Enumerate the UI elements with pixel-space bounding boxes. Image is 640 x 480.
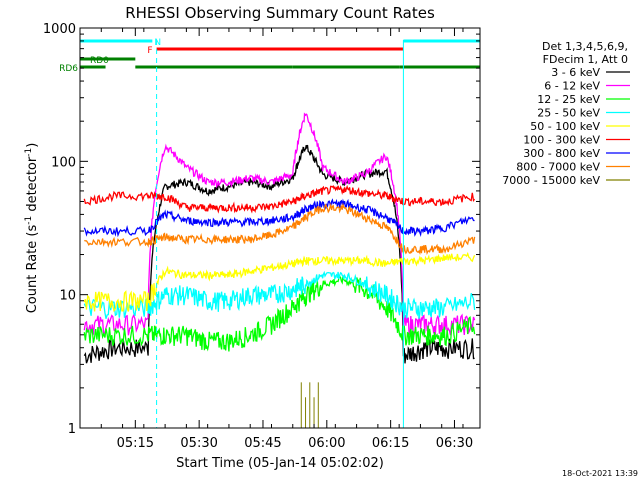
x-tick-label-1: 05:30 [180,436,217,451]
series-line-1 [83,112,476,338]
series-line-4 [83,251,476,313]
legend-label-1: 6 - 12 keV [544,80,600,93]
flag-label-F: F [147,46,152,56]
legend-label-3: 25 - 50 keV [537,107,600,120]
legend-label-8: 7000 - 15000 keV [502,174,600,187]
legend-label-6: 300 - 800 keV [523,147,600,160]
legend-label-7: 800 - 7000 keV [516,161,600,174]
flag-label-RD0: RD0 [90,56,109,66]
chart-title: RHESSI Observing Summary Count Rates [125,4,435,22]
x-tick-label-5: 06:30 [436,436,473,451]
legend-header-1: FDecim 1, Att 0 [543,53,628,66]
y-label-exp-1: -1 [24,216,34,225]
y-axis-ticks: 1 10 100 1000 [43,22,480,437]
y-label-exp-2: -1 [24,148,34,157]
x-tick-label-3: 06:00 [308,436,345,451]
y-tick-label-3: 1000 [43,22,76,37]
legend-label-4: 50 - 100 keV [530,120,600,133]
timestamp: 18-Oct-2021 13:39 [562,469,638,478]
y-label-part-a: Count Rate (s [25,225,40,314]
flag-label-N: N [154,38,161,48]
y-tick-label-2: 100 [51,155,76,170]
legend-label-2: 12 - 25 keV [537,93,600,106]
x-tick-label-0: 05:15 [117,436,154,451]
y-tick-label-0: 1 [68,422,76,437]
legend-label-5: 100 - 300 keV [523,134,600,147]
x-axis-label: Start Time (05-Jan-14 05:02:02) [176,456,384,471]
flag-bars: NF RD6 RD0 [59,38,480,74]
series-line-7 [84,202,476,256]
series-line-3 [83,270,476,319]
legend-label-0: 3 - 6 keV [551,66,600,79]
y-label-part-e: ) [25,143,40,148]
y-tick-label-1: 10 [59,289,76,304]
x-tick-label-4: 06:15 [372,436,409,451]
x-tick-label-2: 05:45 [244,436,281,451]
series-line-6 [83,198,475,238]
legend: Det 1,3,4,5,6,9,FDecim 1, Att 03 - 6 keV… [502,40,630,187]
flag-label-RD6: RD6 [59,64,78,74]
series-line-2 [83,275,476,352]
legend-header-0: Det 1,3,4,5,6,9, [542,40,628,53]
series-line-5 [83,184,476,214]
x-axis-ticks: 05:15 05:30 05:45 06:00 06:15 06:30 [79,28,473,451]
y-axis-label: Count Rate (s-1 detector-1) [24,143,40,314]
plot-frame [79,27,481,429]
y-label-part-c: detector [25,156,40,216]
series-layer [83,112,476,428]
